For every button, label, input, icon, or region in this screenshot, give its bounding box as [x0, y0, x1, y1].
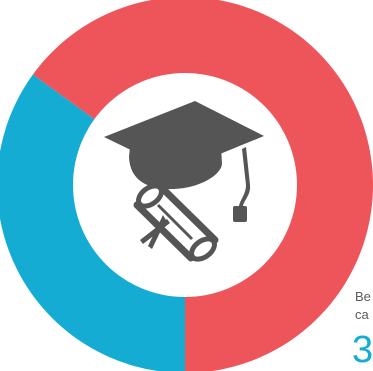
- side-note-line2: ca: [355, 307, 369, 322]
- graduation-cap-diploma-icon: [104, 101, 264, 262]
- tassel-cord: [239, 147, 251, 206]
- side-note-line1: Be: [355, 289, 371, 304]
- mortarboard-base: [129, 146, 222, 190]
- diploma-scroll: [133, 183, 219, 262]
- tassel-end: [233, 206, 247, 222]
- side-note-number: 3: [352, 329, 373, 371]
